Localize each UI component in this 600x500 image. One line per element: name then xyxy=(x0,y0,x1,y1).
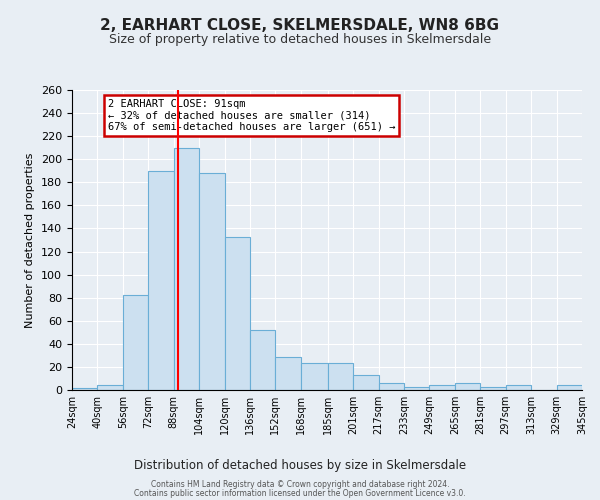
Bar xyxy=(328,364,353,390)
Bar xyxy=(123,296,148,390)
Bar xyxy=(173,148,199,390)
Bar xyxy=(199,173,224,390)
Bar xyxy=(224,236,250,390)
Text: 2, EARHART CLOSE, SKELMERSDALE, WN8 6BG: 2, EARHART CLOSE, SKELMERSDALE, WN8 6BG xyxy=(101,18,499,32)
Bar xyxy=(506,386,531,390)
Bar xyxy=(97,386,123,390)
Bar xyxy=(379,383,404,390)
Bar xyxy=(481,386,506,390)
Bar xyxy=(275,356,301,390)
Bar xyxy=(455,383,481,390)
Bar xyxy=(353,375,379,390)
Text: Size of property relative to detached houses in Skelmersdale: Size of property relative to detached ho… xyxy=(109,32,491,46)
Text: Distribution of detached houses by size in Skelmersdale: Distribution of detached houses by size … xyxy=(134,460,466,472)
Bar xyxy=(430,386,455,390)
Text: Contains public sector information licensed under the Open Government Licence v3: Contains public sector information licen… xyxy=(134,488,466,498)
Bar xyxy=(301,364,328,390)
Bar xyxy=(404,386,430,390)
Bar xyxy=(72,388,97,390)
Bar xyxy=(557,386,582,390)
Bar xyxy=(148,171,173,390)
Bar xyxy=(250,330,275,390)
Y-axis label: Number of detached properties: Number of detached properties xyxy=(25,152,35,328)
Text: Contains HM Land Registry data © Crown copyright and database right 2024.: Contains HM Land Registry data © Crown c… xyxy=(151,480,449,489)
Text: 2 EARHART CLOSE: 91sqm
← 32% of detached houses are smaller (314)
67% of semi-de: 2 EARHART CLOSE: 91sqm ← 32% of detached… xyxy=(108,99,395,132)
